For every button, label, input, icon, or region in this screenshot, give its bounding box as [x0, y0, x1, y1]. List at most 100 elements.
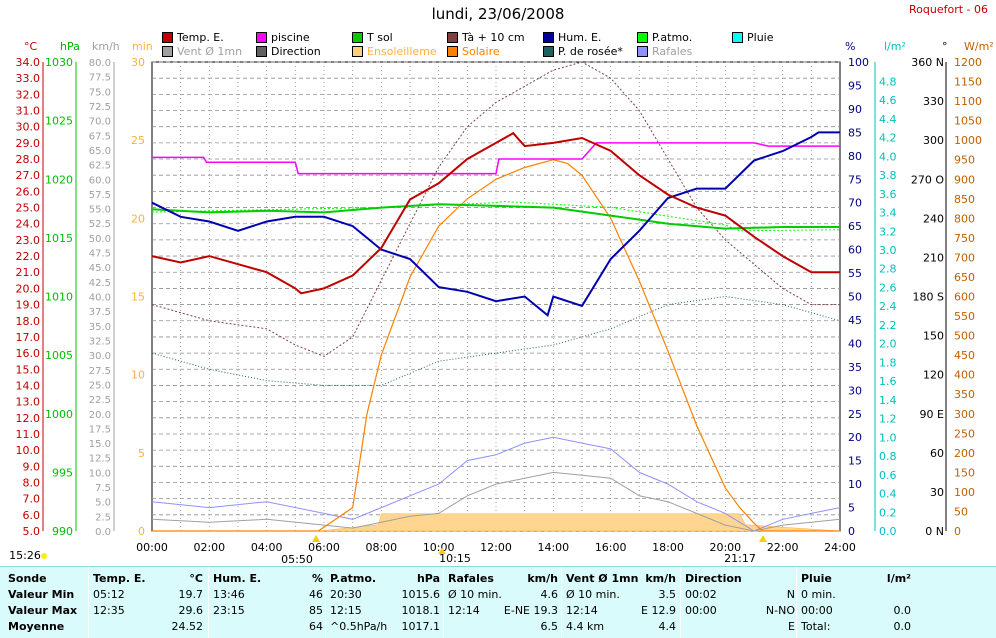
legend-swatch: [256, 32, 267, 43]
legend-item: Pluie: [732, 31, 774, 44]
wind-tick-label: 62.5: [89, 161, 111, 172]
table-cell-value: 64: [309, 620, 323, 633]
table-cell: 12:35: [93, 604, 125, 617]
humidity-tick-label: 75: [848, 173, 862, 186]
ground-temp-line: [151, 203, 840, 230]
temperature-line: [151, 131, 840, 295]
legend-item: P.atmo.: [637, 31, 692, 44]
legend-label: Vent Ø 1mn: [177, 45, 243, 58]
direction-tick-label: 300: [923, 134, 944, 147]
wind-tick-label: 20.0: [89, 410, 111, 421]
minutes-tick-label: 25: [131, 134, 145, 147]
humidity-tick-label: 25: [848, 408, 862, 421]
solar-tick-label: 700: [954, 251, 975, 264]
rain-tick-label: 2.4: [879, 300, 897, 313]
temp-tick-label: 31.0: [16, 105, 41, 118]
minutes-tick-label: 15: [131, 291, 145, 304]
solar-tick-label: 0: [954, 525, 961, 538]
humidity-tick-label: 90: [848, 103, 862, 116]
wind-tick-label: 35.0: [89, 322, 111, 333]
table-cell-value: 19.7: [178, 588, 204, 601]
legend-item: Direction: [256, 45, 321, 58]
wind-tick-label: 17.5: [89, 424, 111, 435]
rain-tick-label: 4.8: [879, 75, 897, 88]
legend-item: Temp. E.: [162, 31, 224, 44]
table-cell: 12:14: [566, 604, 598, 617]
table-separator: [208, 567, 209, 638]
table-header-unit: km/h: [527, 572, 558, 585]
wind-tick-label: 42.5: [89, 278, 111, 289]
table-cell-value: 4.4: [658, 620, 677, 633]
table-cell: 00:00: [801, 604, 833, 617]
legend-label: Direction: [271, 45, 321, 58]
rain-tick-label: 1.6: [879, 375, 897, 388]
axis-unit-label: %: [845, 40, 855, 53]
rain-tick-label: 3.8: [879, 169, 897, 182]
table-cell-value: 4.6: [540, 588, 559, 601]
pressure-tick-label: 995: [52, 466, 73, 479]
rain-tick-label: 4.4: [879, 113, 897, 126]
pool-temp-line: [152, 142, 840, 175]
direction-tick-label: 60: [930, 447, 944, 460]
solar-tick-label: 600: [954, 291, 975, 304]
humidity-tick-label: 95: [848, 79, 862, 92]
humidity-tick-label: 80: [848, 150, 862, 163]
table-cell: Ø 10 min.: [448, 588, 502, 601]
axis-unit-label: min: [132, 40, 153, 53]
rain-tick-label: 1.4: [879, 394, 897, 407]
rain-tick-label: 0.4: [879, 488, 897, 501]
legend-swatch: [162, 32, 173, 43]
table-cell-value: 46: [309, 588, 323, 601]
temp-tick-label: 10.0: [16, 444, 41, 457]
temp-tick-label: 26.0: [16, 185, 41, 198]
rain-tick-label: 3.0: [879, 244, 897, 257]
humidity-tick-label: 100: [848, 56, 869, 69]
table-header: Rafales: [448, 572, 494, 585]
direction-tick-label: 330: [923, 95, 944, 108]
temp-tick-label: 33.0: [16, 72, 41, 85]
table-cell: 12:15: [330, 604, 362, 617]
wind-tick-label: 25.0: [89, 380, 111, 391]
solar-tick-label: 450: [954, 349, 975, 362]
table-cell: 20:30: [330, 588, 362, 601]
humidity-tick-label: 50: [848, 291, 862, 304]
temp-tick-label: 15.0: [16, 363, 41, 376]
solar-tick-label: 650: [954, 271, 975, 284]
humidity-line: [151, 131, 840, 318]
solar-tick-label: 100: [954, 486, 975, 499]
legend-item: Solaire: [447, 45, 500, 58]
pressure-tick-label: 1015: [45, 232, 73, 245]
wind-tick-label: 65.0: [89, 146, 111, 157]
humidity-tick-label: 15: [848, 455, 862, 468]
legend-item: P. de rosée*: [543, 45, 623, 58]
table-cell: 00:00: [685, 604, 717, 617]
table-cell-value: 29.6: [178, 604, 204, 617]
event-marker-icon: [41, 553, 47, 559]
event-time-label: 10:15: [439, 552, 471, 565]
wind-line: [151, 471, 841, 532]
sunrise-marker-icon: [312, 535, 320, 542]
pressure-tick-label: 1005: [45, 349, 73, 362]
legend-swatch: [447, 32, 458, 43]
wind-tick-label: 30.0: [89, 351, 111, 362]
legend-item: Rafales: [637, 45, 692, 58]
temp-tick-label: 13.0: [16, 396, 41, 409]
legend-item: Vent Ø 1mn: [162, 45, 242, 58]
table-cell: 12:14: [448, 604, 480, 617]
table-cell-value: N: [786, 588, 795, 601]
table-cell: 13:46: [213, 588, 245, 601]
table-header: Pluie: [801, 572, 832, 585]
legend-swatch: [637, 46, 648, 57]
humidity-tick-label: 20: [848, 431, 862, 444]
legend-label: T sol: [367, 31, 393, 44]
temp-10cm-line: [151, 61, 840, 357]
rain-tick-label: 3.6: [879, 188, 897, 201]
direction-tick-label: 210: [923, 251, 944, 264]
rain-tick-label: 2.8: [879, 263, 897, 276]
table-header-unit: km/h: [645, 572, 676, 585]
direction-tick-label: 240: [923, 212, 944, 225]
legend-swatch: [732, 32, 743, 43]
solar-tick-label: 1100: [954, 95, 982, 108]
table-cell-value: 24.52: [171, 620, 204, 633]
table-cell-value: 85: [309, 604, 323, 617]
